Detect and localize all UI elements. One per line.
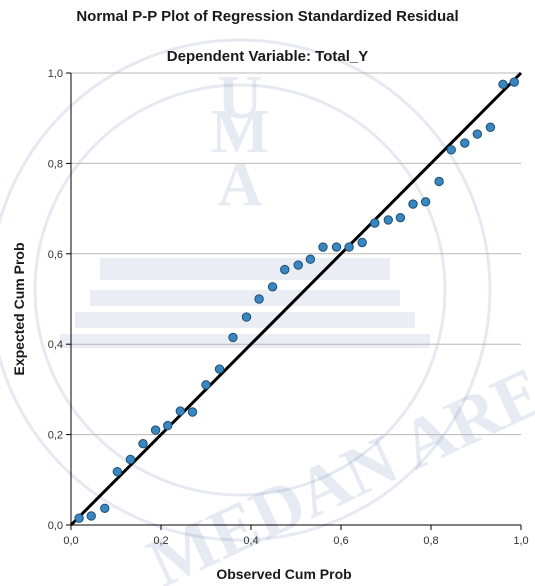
data-point xyxy=(395,212,406,223)
data-point xyxy=(383,215,393,225)
chart-subtitle: Dependent Variable: Total_Y xyxy=(166,48,369,65)
y-tick-label: 0,6 xyxy=(48,249,63,261)
data-point xyxy=(434,176,444,187)
data-point xyxy=(74,513,84,523)
watermark-letter: A xyxy=(218,151,263,219)
data-point xyxy=(472,129,483,139)
data-point xyxy=(201,380,211,390)
data-point xyxy=(100,503,110,513)
data-point xyxy=(187,407,198,417)
data-point xyxy=(138,438,148,449)
data-point xyxy=(509,77,519,87)
chart-title: Normal P-P Plot of Regression Standardiz… xyxy=(76,8,459,25)
y-tick-label: 0,0 xyxy=(48,520,63,532)
data-point xyxy=(228,332,238,343)
x-tick-label: 0,4 xyxy=(243,535,258,547)
data-point xyxy=(420,197,431,207)
y-tick-label: 0,8 xyxy=(48,158,63,170)
y-tick-label: 1,0 xyxy=(48,68,63,80)
x-axis-label: Observed Cum Prob xyxy=(216,566,351,582)
data-point xyxy=(175,406,186,416)
x-tick-label: 0,2 xyxy=(153,535,168,547)
reference-line xyxy=(69,71,523,527)
x-tick-label: 0,8 xyxy=(423,535,438,547)
data-point xyxy=(293,260,303,270)
y-tick-label: 0,4 xyxy=(48,339,63,351)
y-axis-label: Expected Cum Prob xyxy=(11,242,27,375)
data-point xyxy=(331,242,342,252)
data-point xyxy=(408,199,418,209)
data-point xyxy=(280,264,290,275)
data-point xyxy=(86,511,96,521)
data-point xyxy=(163,420,173,431)
data-point xyxy=(305,254,316,264)
data-point xyxy=(267,282,278,292)
x-tick-label: 1,0 xyxy=(513,535,528,547)
data-point xyxy=(112,466,123,477)
watermark-letter: M xyxy=(211,98,270,166)
data-point xyxy=(150,425,161,435)
data-point xyxy=(460,138,470,148)
data-point xyxy=(344,242,354,252)
x-tick-label: 0,0 xyxy=(63,535,78,547)
data-point xyxy=(370,218,380,228)
data-point xyxy=(241,312,252,322)
data-point xyxy=(214,364,225,374)
data-point xyxy=(254,294,264,304)
y-tick-label: 0,2 xyxy=(48,430,63,442)
data-point xyxy=(318,242,328,252)
data-point xyxy=(485,122,496,132)
watermark-letter: U xyxy=(218,64,263,132)
data-point xyxy=(446,145,456,155)
data-point xyxy=(498,79,508,90)
data-point xyxy=(357,237,367,248)
x-tick-label: 0,6 xyxy=(333,535,348,547)
data-point xyxy=(125,454,136,465)
